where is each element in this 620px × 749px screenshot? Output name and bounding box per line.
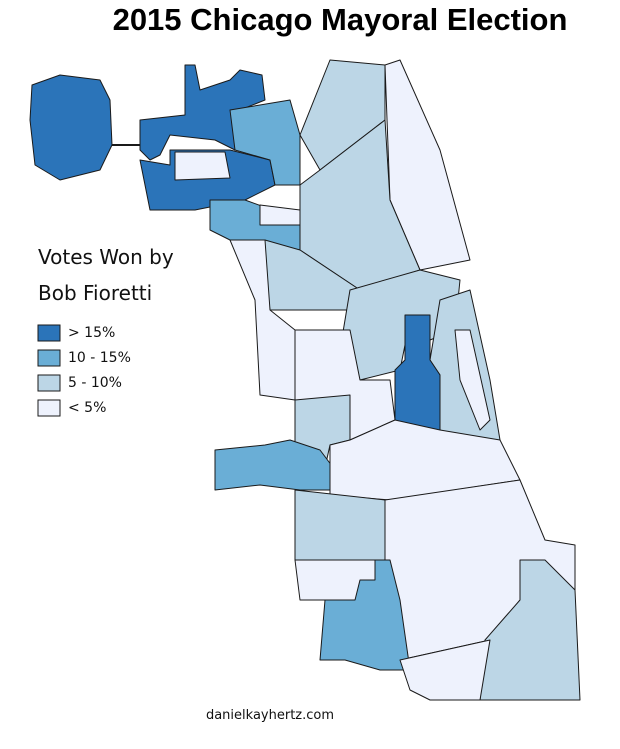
map-title: 2015 Chicago Mayoral Election	[113, 2, 568, 37]
ward-region	[174, 151, 231, 181]
ward-region	[454, 329, 491, 431]
credit: danielkayhertz.com	[206, 708, 334, 723]
legend-swatch	[37, 349, 61, 367]
legend-label: > 15%	[68, 325, 115, 341]
ward-region	[294, 489, 386, 561]
legend-swatch	[37, 374, 61, 392]
legend: Votes Won by Bob Fioretti > 15% 10 - 15% 5…	[37, 245, 174, 417]
legend-label: < 5%	[68, 400, 106, 416]
ward-region	[29, 74, 113, 181]
ward-region	[259, 204, 301, 226]
ward-region	[479, 559, 581, 701]
ward-region	[319, 559, 411, 671]
legend-swatch	[37, 324, 61, 342]
legend-label: 5 - 10%	[68, 375, 122, 391]
ward-region	[399, 639, 491, 701]
ward-region	[229, 99, 301, 186]
legend-title: Votes Won by	[38, 245, 174, 269]
legend-label: 10 - 15%	[68, 350, 131, 366]
legend-title: Bob Fioretti	[38, 281, 152, 305]
ward-region	[299, 59, 386, 171]
legend-swatch	[37, 399, 61, 417]
wards	[29, 59, 581, 701]
